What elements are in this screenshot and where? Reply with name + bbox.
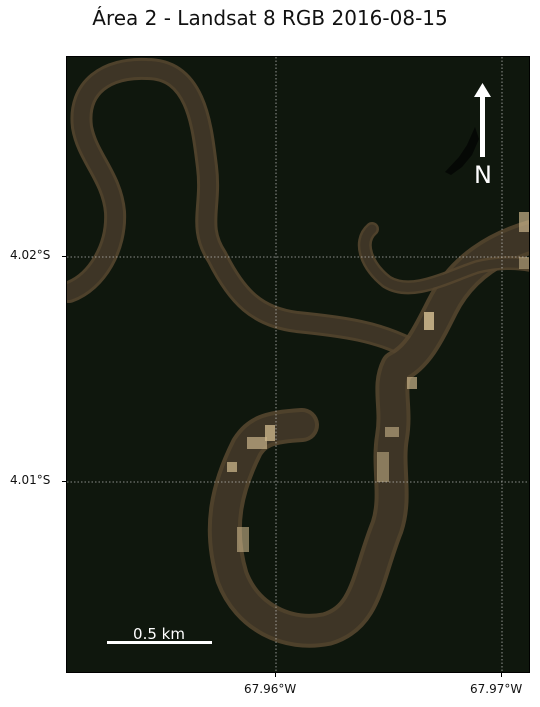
dark-patch [445,127,479,175]
lon-tick-label-2: 67.97°W [470,682,523,696]
bright-patches [227,212,529,552]
scale-bar-label: 0.5 km [133,625,185,643]
lon-tick-label-1: 67.96°W [244,682,297,696]
graticule [67,57,529,672]
map-title: Área 2 - Landsat 8 RGB 2016-08-15 [92,6,448,30]
river-upper-left [67,57,418,358]
lat-tick-mark-2 [62,481,66,482]
lat-tick-mark-1 [62,256,66,257]
lon-tick-mark-1 [275,673,276,677]
scale-bar [107,641,212,644]
map-background [67,57,529,672]
satellite-image: N 0.5 km [67,57,529,672]
north-arrow-icon [474,83,491,157]
lon-tick-mark-2 [501,673,502,677]
lat-tick-label-1: 4.02°S [10,248,51,262]
lat-tick-label-2: 4.01°S [10,473,51,487]
satellite-map[interactable]: N 0.5 km [66,56,530,673]
river-main [207,220,529,648]
river-side-channel [357,222,529,295]
north-arrow-label: N [474,161,492,189]
